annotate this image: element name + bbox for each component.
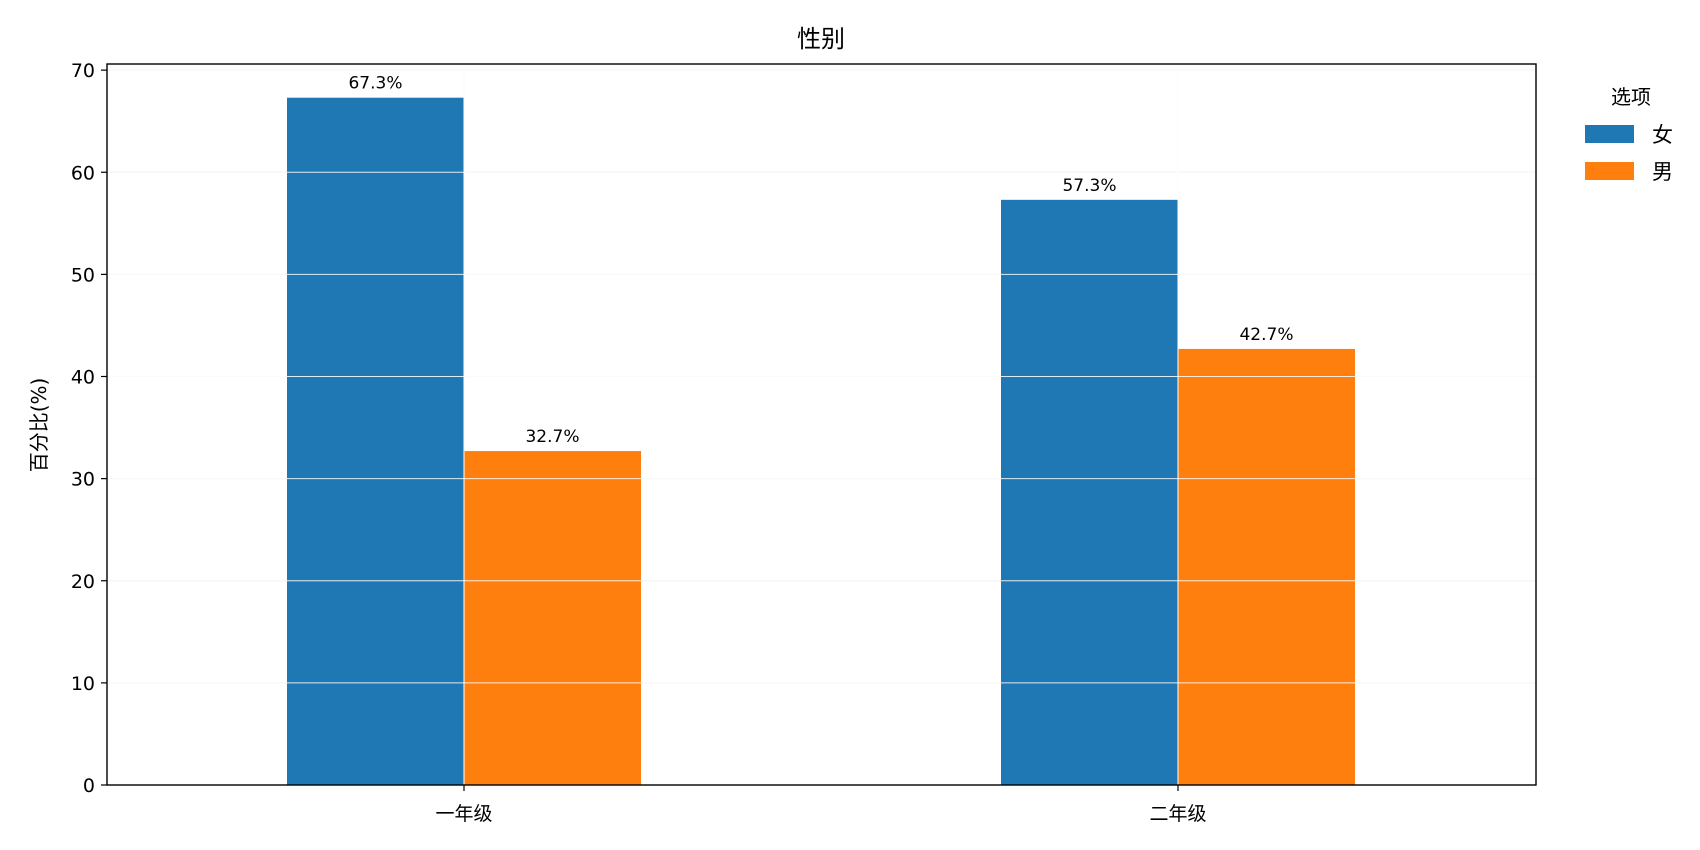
- legend-swatch-男: [1585, 162, 1634, 180]
- plot-frame: [106, 63, 1537, 786]
- y-tick-label: 10: [71, 673, 95, 695]
- y-tick-label: 70: [71, 60, 95, 82]
- legend-swatch-女: [1585, 125, 1634, 143]
- legend-label-男: 男: [1652, 160, 1673, 184]
- legend-items: 女男: [1585, 123, 1673, 184]
- y-tick-label: 30: [71, 469, 95, 491]
- y-axis-ticks: 0 10 20 30 40 50 60 70: [71, 60, 107, 797]
- y-tick-label: 50: [71, 264, 95, 286]
- x-tick-label: 二年级: [1149, 803, 1206, 825]
- bar-value-label: 42.7%: [1239, 325, 1293, 345]
- bar-labels: 67.3% 32.7% 57.3% 42.7%: [348, 74, 1293, 447]
- bar-value-label: 67.3%: [348, 74, 402, 94]
- y-tick-label: 40: [71, 367, 95, 389]
- bars: [107, 64, 1536, 786]
- legend-label-女: 女: [1652, 123, 1673, 147]
- bar-男-二年级: [1178, 348, 1355, 785]
- bar-男-一年级: [464, 451, 641, 785]
- legend: 选项 女男: [1585, 85, 1673, 184]
- y-tick-label: 60: [71, 162, 95, 184]
- legend-title: 选项: [1611, 85, 1651, 109]
- y-tick-label: 20: [71, 571, 95, 593]
- bar-value-label: 57.3%: [1062, 176, 1116, 196]
- y-axis-title: 百分比(%): [27, 378, 51, 473]
- x-tick-label: 一年级: [435, 803, 492, 825]
- bar-overlay-gridlines: [107, 64, 1536, 785]
- bar-value-label: 32.7%: [525, 427, 579, 447]
- bar-女-一年级: [287, 97, 464, 786]
- y-tick-label: 0: [83, 775, 95, 797]
- x-axis-ticks: 一年级 二年级: [435, 785, 1207, 825]
- bar-女-二年级: [1001, 199, 1178, 785]
- chart-title: 性别: [797, 25, 845, 53]
